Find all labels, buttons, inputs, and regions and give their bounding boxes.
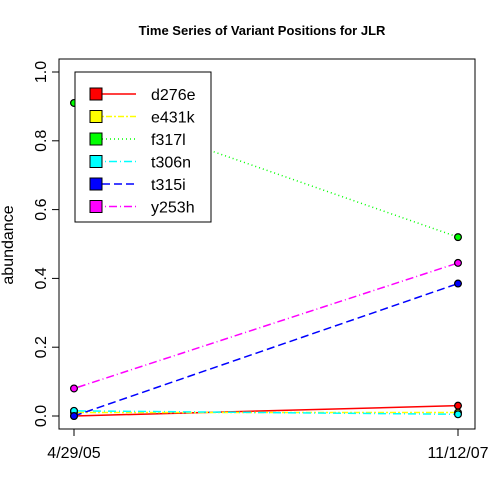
y-tick-label: 0.6 [33, 198, 50, 220]
data-point [454, 401, 463, 410]
legend-label: d276e [151, 87, 196, 104]
legend-item-t315i: t315i [89, 177, 186, 194]
y-tick-label: 0.0 [33, 405, 50, 427]
legend-swatch [89, 155, 103, 168]
y-tick-label: 0.8 [33, 130, 50, 152]
legend-swatch [89, 132, 103, 146]
legend-item-e431k: e431k [89, 110, 196, 127]
series-line-y253h [73, 262, 459, 390]
x-tick-label: 4/29/05 [47, 445, 100, 462]
data-point [454, 233, 463, 242]
series-t315i [69, 279, 463, 421]
legend-label: f317l [151, 132, 186, 149]
legend-item-t306n: t306n [89, 155, 191, 172]
series-line-t306n [73, 410, 459, 416]
x-tick-label: 11/12/07 [427, 445, 488, 462]
legend-swatch [89, 110, 103, 123]
series-line-d276e [73, 404, 459, 417]
axes: 0.0 0.2 0.4 0.6 0.8 1.0 4/29/05 11/12/07 [33, 61, 489, 462]
legend-item-d276e: d276e [89, 87, 196, 104]
data-point [454, 258, 463, 267]
y-tick-label: 1.0 [33, 61, 50, 83]
data-point [454, 279, 463, 288]
y-tick-label: 0.2 [33, 336, 50, 358]
legend-swatch [89, 177, 103, 191]
legend-label: t315i [151, 177, 186, 194]
legend-item-y253h: y253h [89, 200, 195, 217]
data-point [69, 412, 78, 421]
legend-swatch [89, 200, 103, 213]
legend-label: e431k [151, 110, 196, 127]
legend-label: y253h [151, 200, 195, 217]
chart-title: Time Series of Variant Positions for JLR [139, 23, 386, 38]
data-point [454, 410, 463, 419]
legend-item-f317l: f317l [89, 132, 186, 149]
legend-label: t306n [151, 155, 191, 172]
series-y253h [69, 258, 463, 393]
y-tick-label: 0.4 [33, 267, 50, 289]
series-group [69, 98, 463, 421]
series-line-t315i [73, 282, 459, 417]
legend-swatch [89, 87, 103, 101]
y-axis-label: abundance [0, 205, 17, 284]
legend: d276e e431k f317l t306n t315i y253h [74, 71, 212, 223]
data-point [69, 384, 78, 393]
